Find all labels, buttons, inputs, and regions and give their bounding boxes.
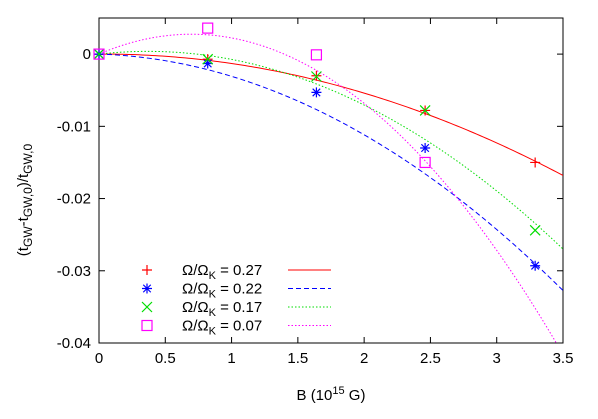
plot-frame <box>98 17 564 344</box>
fit-curve <box>99 53 563 291</box>
fit-curve <box>99 53 563 176</box>
x-tick-label: 1 <box>227 350 235 367</box>
data-point <box>93 48 105 60</box>
x-axis-label: B (1015 G) <box>297 385 366 404</box>
data-points <box>93 22 541 271</box>
data-point <box>310 71 322 82</box>
y-tick-label: -0.01 <box>57 118 91 135</box>
x-tick-label: 1.5 <box>287 350 308 367</box>
data-point <box>202 58 213 69</box>
data-point <box>420 143 431 153</box>
x-axis-ticks: 0 0.5 1 1.5 2 2.5 3 3.5 <box>95 18 574 367</box>
legend-label: Ω/ΩK = 0.07 <box>182 318 262 338</box>
fit-curve <box>99 33 557 343</box>
y-tick-label: 0 <box>83 46 91 63</box>
x-tick-label: 2.5 <box>420 350 441 367</box>
legend-label: Ω/ΩK = 0.27 <box>182 262 262 282</box>
y-axis-label: (tGW-tGW,0)/tGW,0 <box>15 143 35 256</box>
legend: Ω/ΩK = 0.27Ω/ΩK = 0.22Ω/ΩK = 0.17Ω/ΩK = … <box>141 262 331 338</box>
legend-label: Ω/ΩK = 0.22 <box>182 281 262 301</box>
data-point <box>93 48 105 60</box>
y-axis-ticks: 0 -0.01 -0.02 -0.03 -0.04 <box>57 46 563 352</box>
data-point <box>419 105 431 116</box>
data-point <box>529 224 541 236</box>
x-tick-label: 3.5 <box>553 350 574 367</box>
data-point <box>142 283 152 294</box>
data-point <box>310 49 323 61</box>
data-point <box>141 301 153 313</box>
data-point <box>141 319 153 332</box>
data-point <box>530 260 541 271</box>
fit-curve <box>99 50 563 250</box>
data-point <box>419 156 431 169</box>
y-tick-label: -0.02 <box>57 191 91 208</box>
y-tick-label: -0.04 <box>57 335 91 352</box>
plot-border <box>98 17 564 344</box>
y-tick-label: -0.03 <box>57 263 91 280</box>
legend-label: Ω/ΩK = 0.17 <box>182 299 262 319</box>
data-point <box>142 265 152 275</box>
x-tick-label: 3 <box>493 350 501 367</box>
data-point <box>530 157 541 168</box>
fit-curves <box>99 33 563 343</box>
x-tick-label: 0 <box>95 350 103 367</box>
x-tick-label: 0.5 <box>155 350 176 367</box>
data-point <box>202 22 214 34</box>
data-point <box>202 53 214 65</box>
data-point <box>311 87 322 98</box>
x-tick-label: 2 <box>360 350 368 367</box>
